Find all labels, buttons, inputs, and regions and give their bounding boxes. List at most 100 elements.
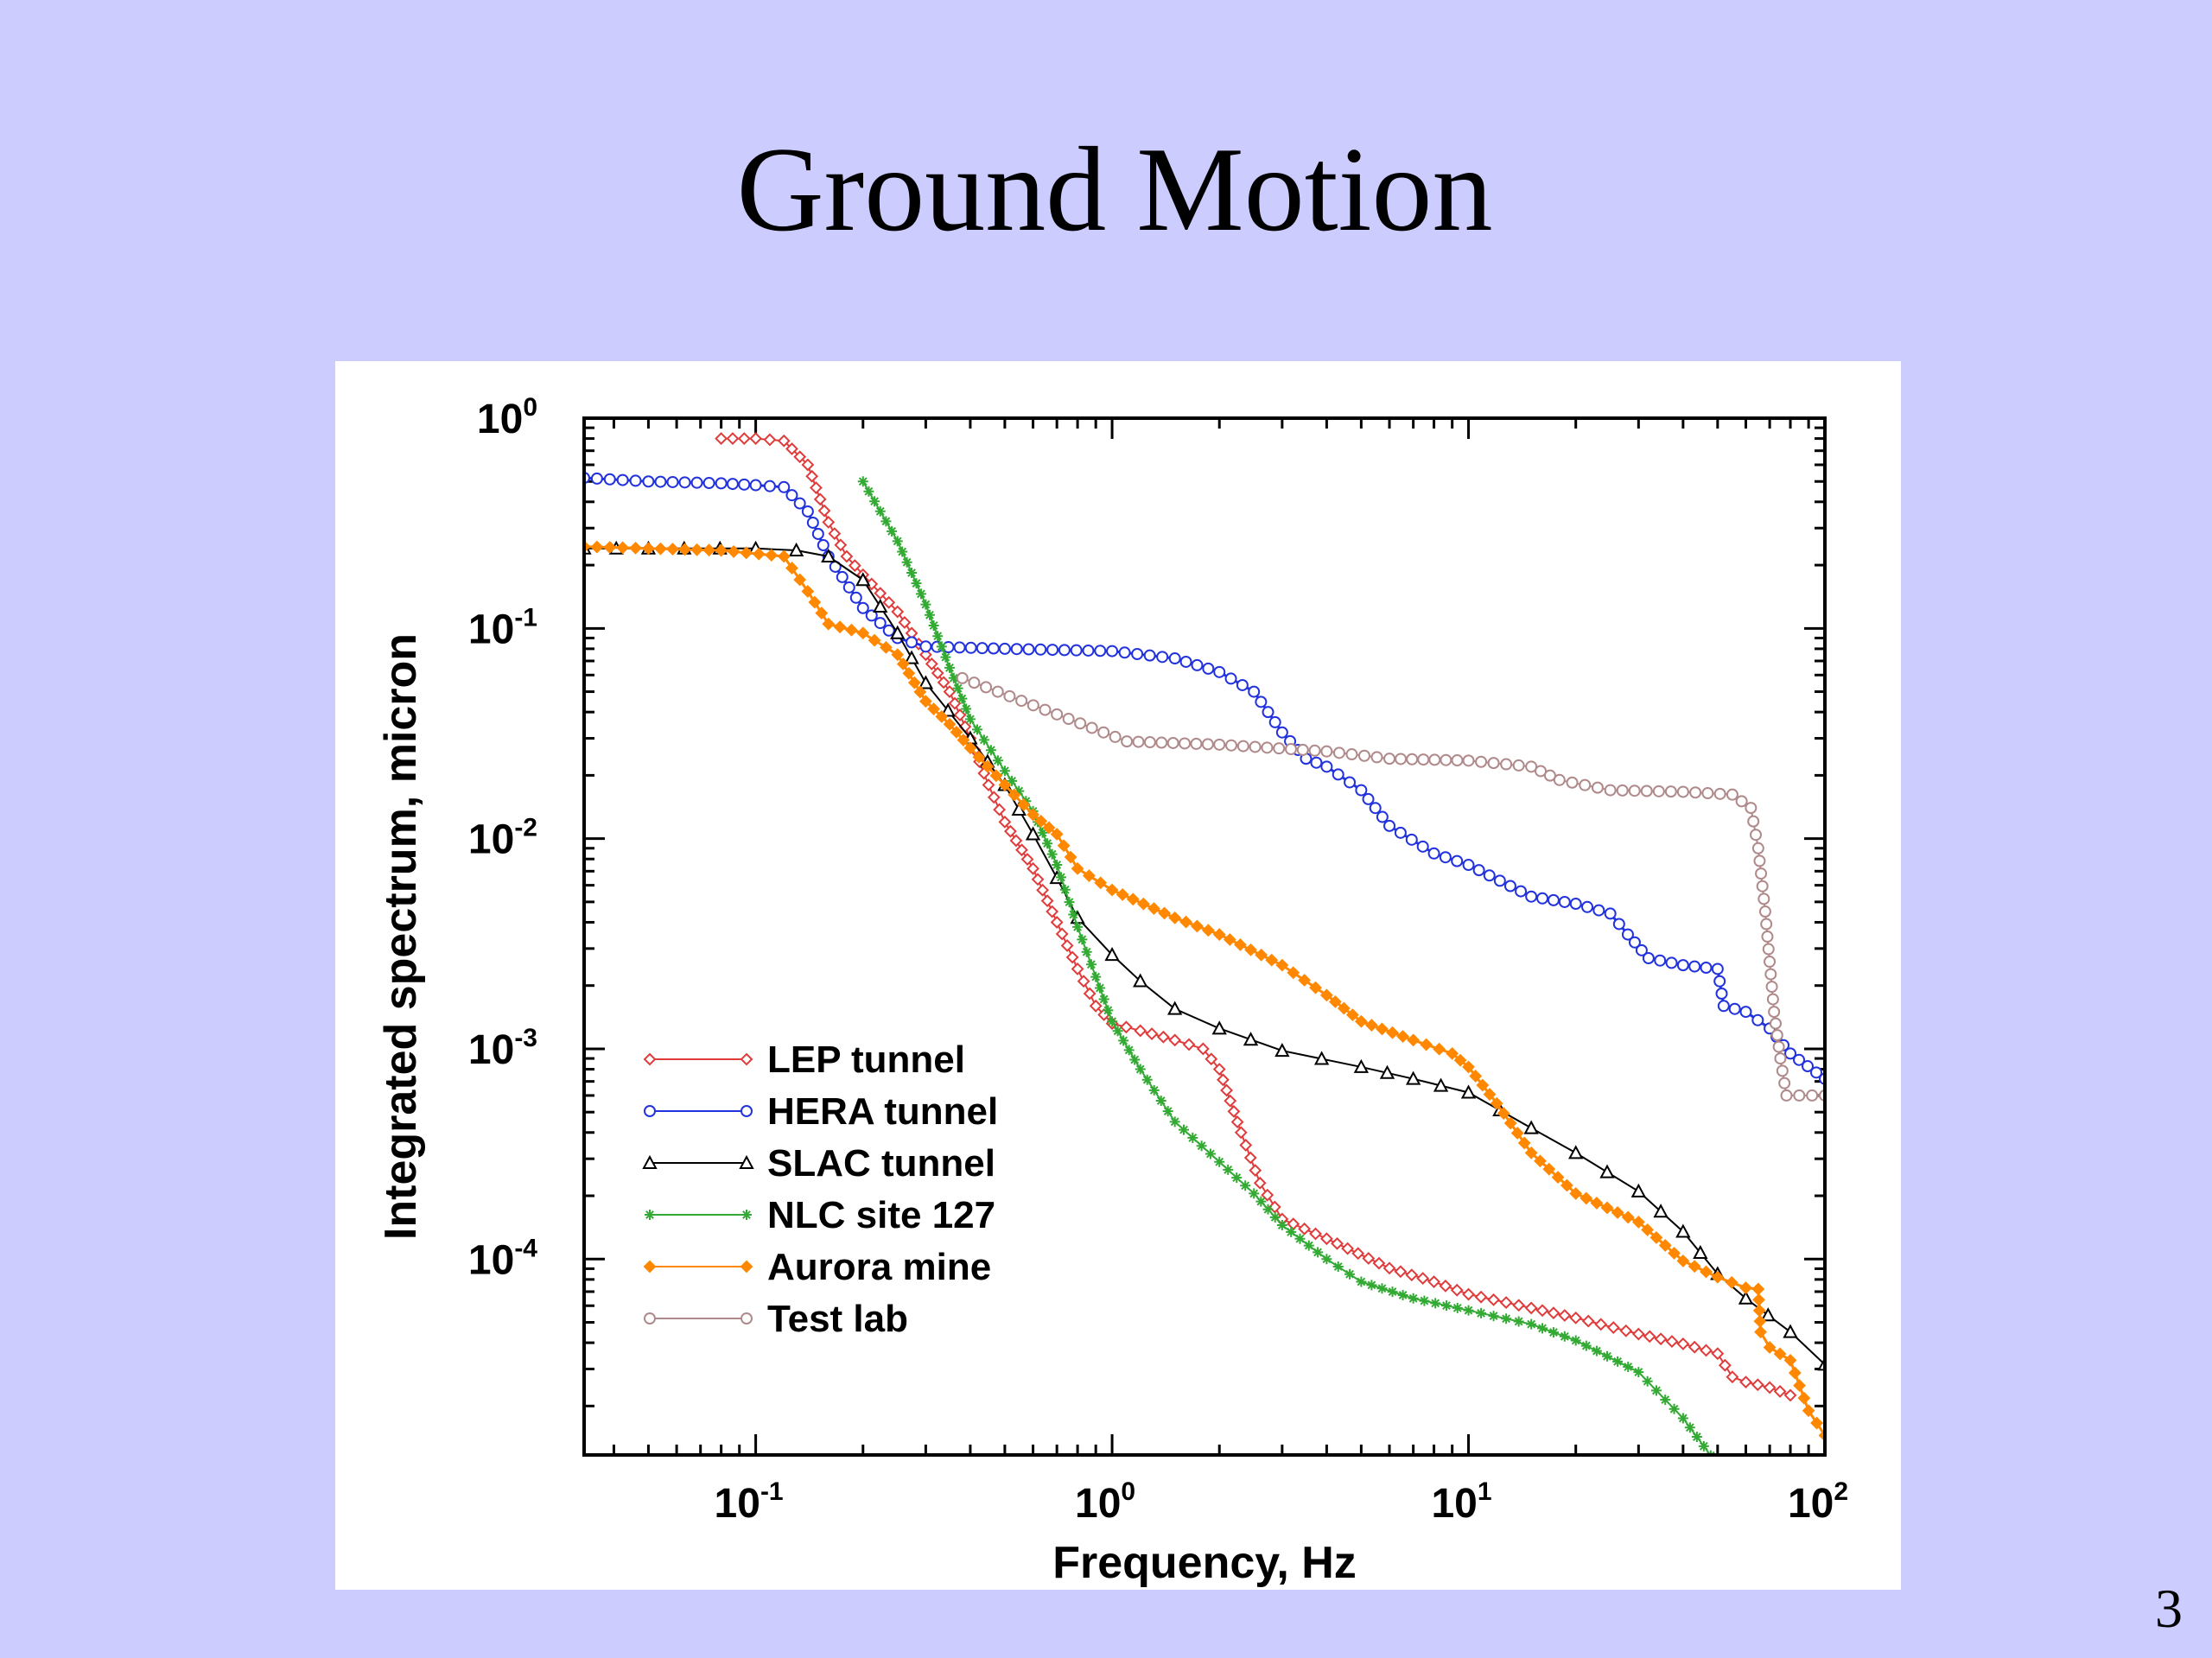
data-point — [991, 685, 1004, 698]
data-point — [1649, 1231, 1663, 1244]
data-point — [1581, 1314, 1595, 1328]
data-point — [1762, 943, 1775, 956]
data-point — [1369, 802, 1382, 815]
data-point — [1503, 880, 1516, 893]
data-point — [1776, 1064, 1789, 1077]
data-point — [1097, 726, 1110, 739]
data-point — [1034, 815, 1048, 828]
data-point — [778, 480, 791, 493]
data-point — [793, 573, 807, 587]
legend-marker — [741, 1312, 753, 1324]
data-point — [919, 640, 932, 653]
data-point — [1536, 892, 1549, 905]
data-point — [1590, 1197, 1604, 1210]
legend-marker — [740, 1260, 753, 1274]
data-point — [817, 538, 830, 551]
data-point — [1763, 1341, 1777, 1354]
data-point — [1085, 721, 1098, 734]
data-point — [1753, 854, 1766, 867]
data-point — [1050, 916, 1064, 929]
data-point — [822, 617, 836, 631]
legend-item-slac-tunnel: SLAC tunnel — [642, 1142, 995, 1185]
data-point — [1009, 834, 1023, 848]
data-point — [1676, 1337, 1690, 1350]
data-point — [976, 642, 988, 655]
data-point — [1074, 717, 1087, 730]
legend-item-aurora-mine: Aurora mine — [643, 1246, 991, 1288]
data-point — [1134, 1024, 1147, 1038]
legend-label: HERA tunnel — [767, 1090, 998, 1133]
data-point — [1212, 928, 1226, 941]
data-point — [1010, 643, 1023, 656]
data-point — [1387, 1286, 1398, 1298]
data-point — [1205, 1148, 1216, 1159]
data-point — [629, 541, 642, 555]
data-point — [616, 473, 629, 486]
data-point — [1341, 1242, 1355, 1255]
data-point — [1155, 1096, 1166, 1107]
data-point — [856, 601, 869, 614]
data-point — [1105, 883, 1119, 897]
data-point — [948, 672, 959, 683]
data-point — [702, 543, 716, 557]
data-point — [1754, 1325, 1767, 1339]
data-point — [1616, 784, 1629, 797]
data-point — [1537, 1323, 1548, 1334]
data-point — [1190, 737, 1203, 750]
data-point — [999, 765, 1010, 777]
data-point — [1715, 988, 1728, 1001]
data-point — [1433, 1077, 1449, 1092]
data-point — [1231, 1172, 1243, 1184]
data-point — [1249, 740, 1262, 753]
data-point — [1569, 898, 1582, 911]
data-point — [1451, 854, 1464, 867]
data-point — [1055, 872, 1066, 883]
data-point — [1469, 1070, 1483, 1083]
data-point — [1758, 893, 1770, 905]
data-point — [1255, 1196, 1267, 1207]
data-point — [1372, 1256, 1386, 1270]
x-tick-label: 101 — [1431, 1477, 1491, 1527]
data-point — [1752, 1293, 1765, 1306]
data-point — [1784, 1047, 1797, 1060]
data-point — [1109, 730, 1122, 743]
data-point — [948, 696, 962, 710]
data-point — [1665, 956, 1678, 969]
data-point — [1512, 759, 1525, 772]
data-point — [1328, 995, 1342, 1008]
data-point — [834, 538, 848, 552]
data-point — [1700, 1265, 1713, 1279]
data-point — [1098, 994, 1109, 1005]
data-point — [952, 683, 963, 694]
data-point — [1453, 1053, 1467, 1067]
data-point — [1362, 1252, 1376, 1265]
legend-marker — [645, 1210, 655, 1220]
data-point — [1751, 1378, 1764, 1392]
data-point — [1298, 1222, 1312, 1236]
data-point — [1450, 1283, 1464, 1297]
data-point — [1764, 968, 1777, 981]
data-point — [1773, 1347, 1787, 1361]
data-point — [1463, 1305, 1474, 1316]
data-point — [1223, 933, 1236, 946]
data-point — [1739, 1281, 1752, 1294]
data-point — [1717, 1000, 1730, 1013]
data-point — [1713, 975, 1726, 988]
legend-item-hera-tunnel: HERA tunnel — [644, 1090, 998, 1133]
legend-marker — [740, 1052, 753, 1066]
data-point — [1143, 649, 1156, 662]
data-point — [1274, 1042, 1290, 1058]
data-point — [1356, 1276, 1367, 1287]
data-point — [1395, 753, 1408, 765]
data-point — [678, 476, 691, 489]
data-point — [1488, 1311, 1499, 1322]
data-point — [813, 492, 827, 506]
legend-label: LEP tunnel — [767, 1039, 965, 1081]
data-point — [1665, 1335, 1679, 1348]
data-point — [1653, 1204, 1669, 1218]
data-point — [849, 591, 862, 604]
data-point — [702, 477, 715, 490]
legend: LEP tunnel HERA tunnel SLAC tunnel NLC site… — [642, 1039, 998, 1340]
data-point — [1396, 1030, 1410, 1043]
data-point — [1452, 1302, 1463, 1313]
